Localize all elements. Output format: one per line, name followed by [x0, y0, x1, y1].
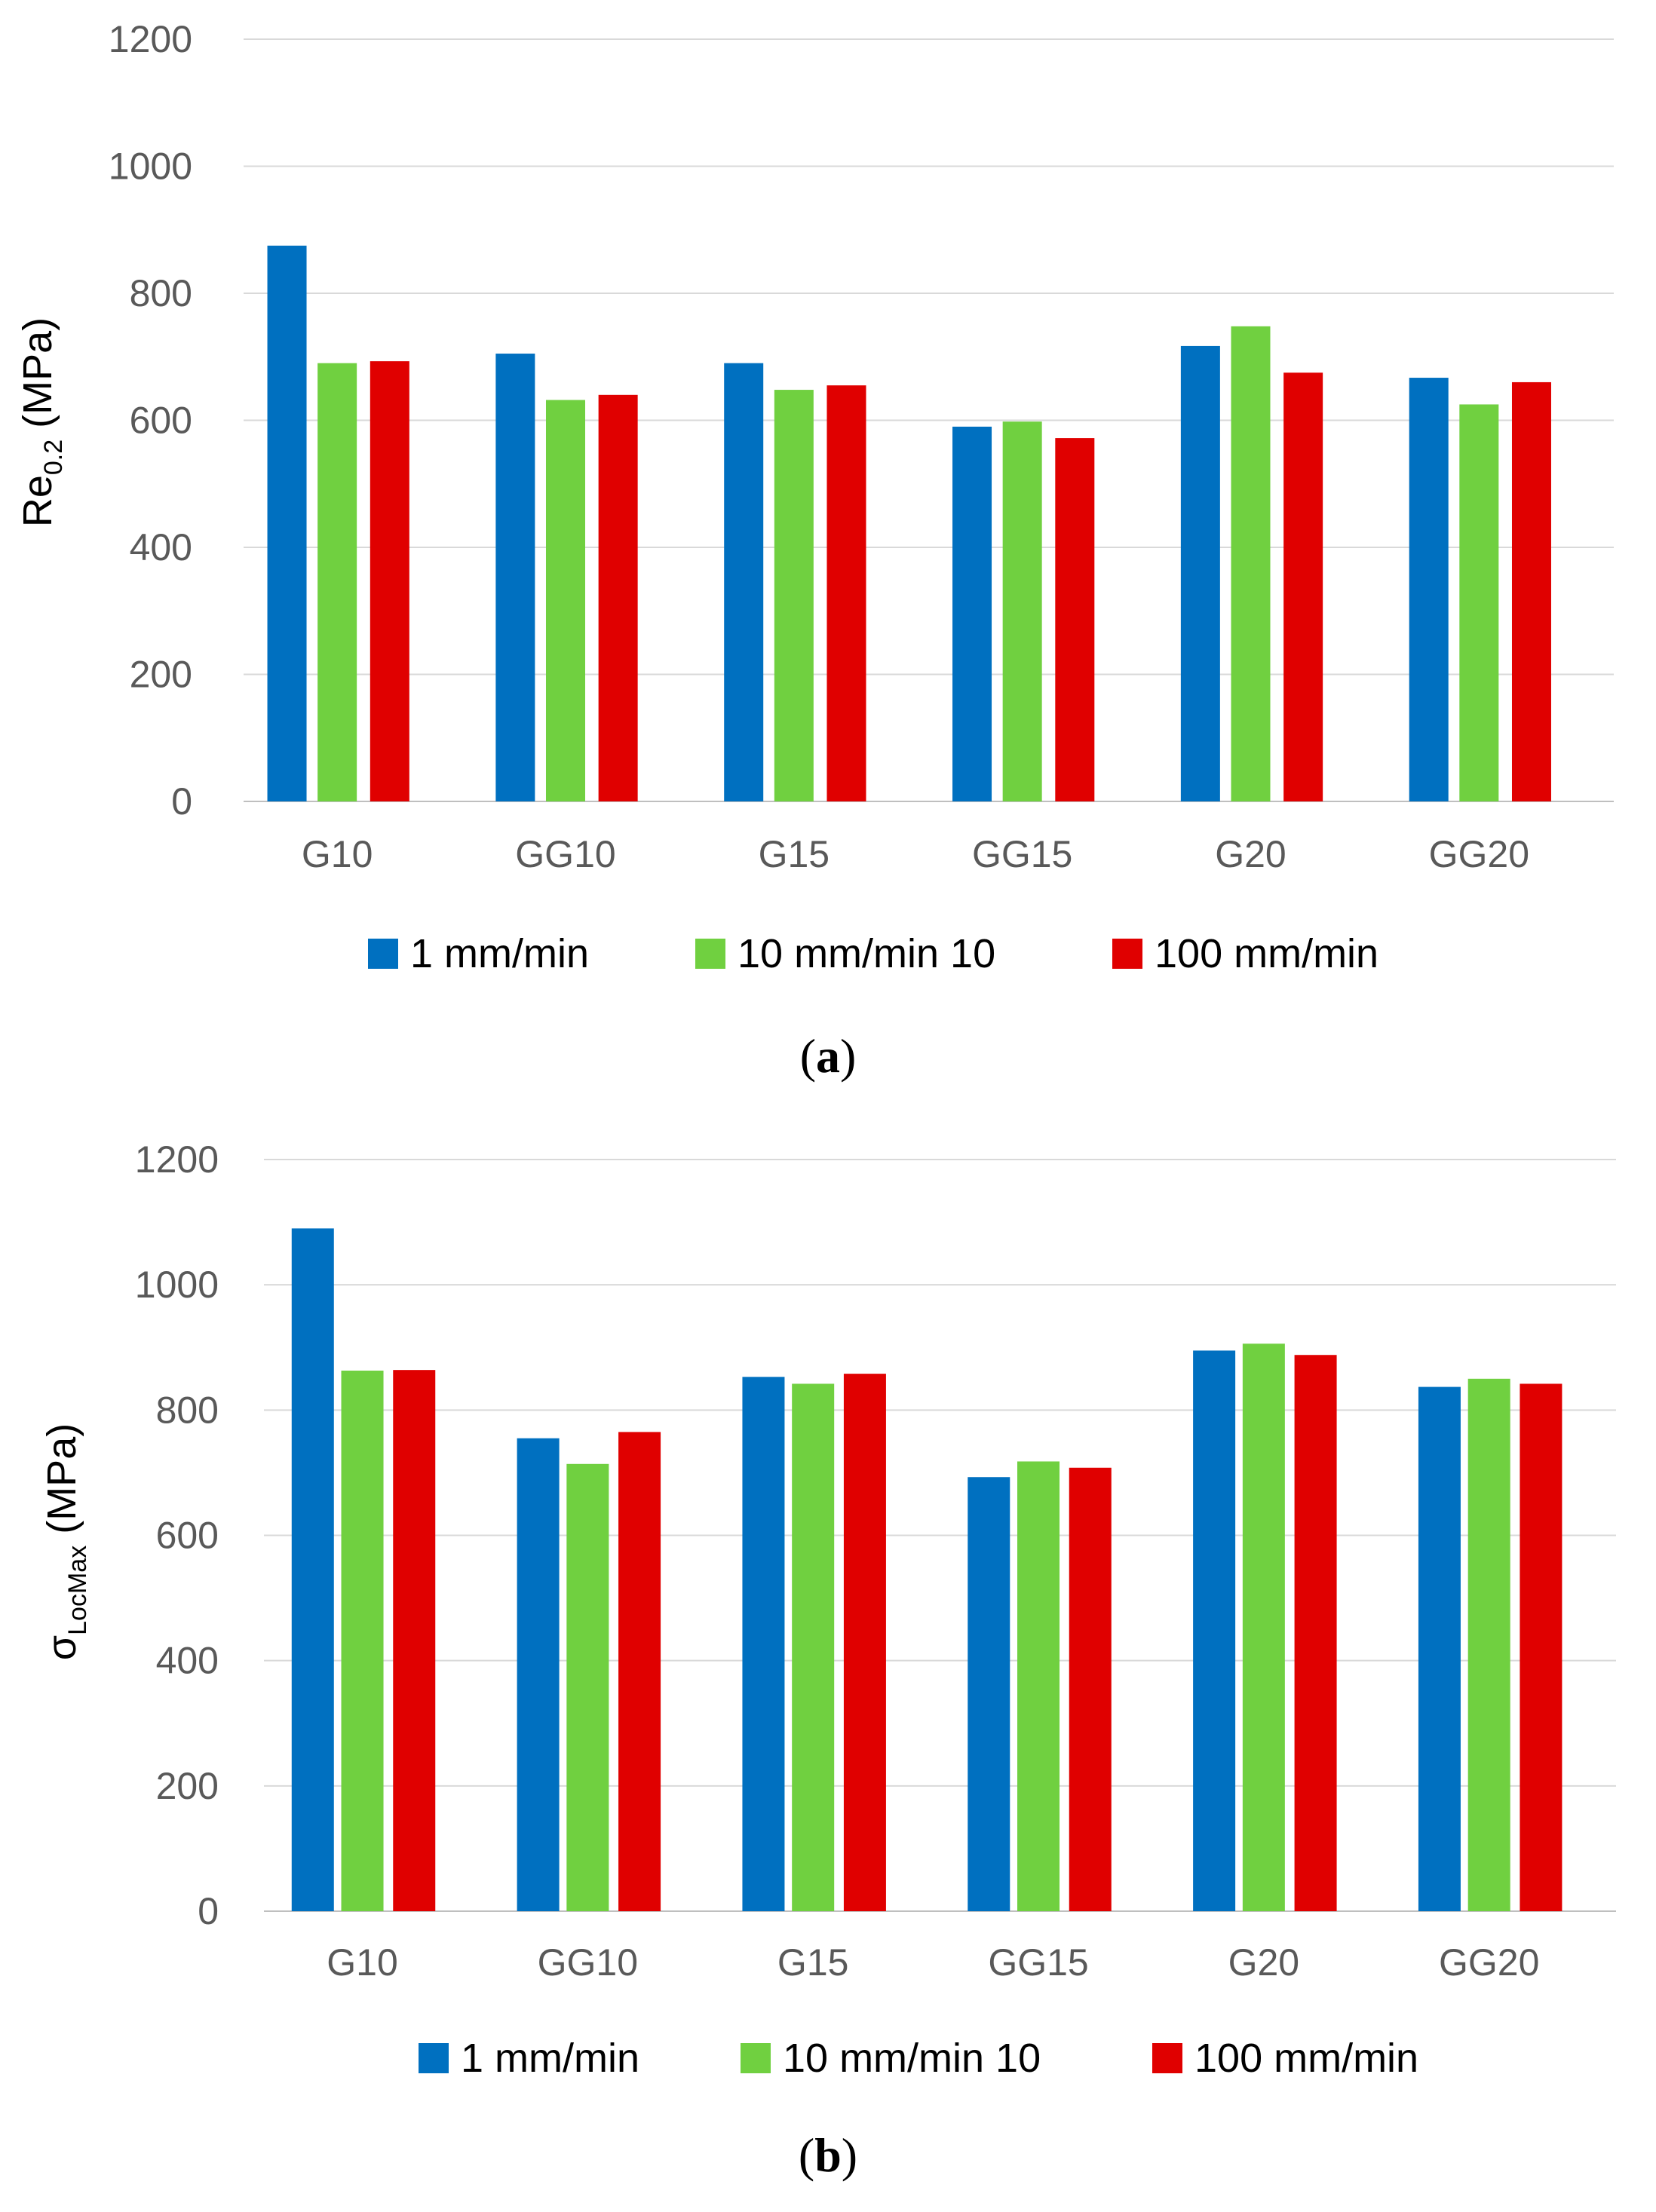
legend-label-series-2: 10 mm/min 10 [738, 931, 995, 976]
bar-g15-series-3 [843, 1374, 886, 1911]
y-tick-label: 0 [171, 780, 192, 823]
bar-g10-series-1 [291, 1228, 334, 1911]
panel-label: (a) [800, 1029, 857, 1083]
chart-panel-b: 0 200 400 600 800 1000 1200 G10 GG10 G15 GG15 G20 GG… [39, 1138, 1616, 2182]
bar-gg20-series-3 [1511, 381, 1551, 801]
y-axis-title: σLocMax (MPa) [39, 1423, 92, 1660]
y-axis-title-subscript: 0.2 [39, 440, 68, 475]
bar-g15-series-1 [742, 1377, 785, 1911]
x-tick-label: GG10 [515, 833, 615, 875]
bar-g10-series-3 [370, 361, 409, 802]
bar-gg15-series-2 [1017, 1461, 1060, 1911]
legend-label-series-3: 100 mm/min [1194, 2036, 1418, 2081]
bar-g15-series-2 [774, 390, 814, 801]
y-tick-label: 200 [156, 1765, 219, 1807]
panel-label-close: ) [840, 1029, 856, 1083]
chart-panel-a: 0 200 400 600 800 1000 1200 G10 GG10 G15 GG15 G20 GG… [15, 18, 1614, 1083]
legend: 1 mm/min 10 mm/min 10 100 mm/min [368, 931, 1378, 976]
legend-swatch-series-3 [1112, 939, 1142, 969]
bar-gg10-series-2 [566, 1463, 609, 1911]
bar-gg20-series-2 [1459, 404, 1499, 801]
legend-swatch-series-3 [1152, 2043, 1182, 2073]
panel-label-open: ( [800, 1029, 816, 1083]
y-tick-label: 600 [130, 400, 192, 442]
bar-g10-series-2 [317, 363, 357, 801]
panel-label-close: ) [842, 2128, 857, 2182]
x-tick-label: G10 [327, 1941, 398, 1984]
bar-gg15-series-1 [968, 1477, 1010, 1911]
bar-g10-series-3 [393, 1370, 436, 1911]
bar-gg10-series-3 [598, 394, 638, 801]
bar-gg15-series-3 [1069, 1467, 1112, 1911]
panel-label-letter: a [816, 1029, 840, 1083]
y-axis-title-unit: (MPa) [15, 317, 60, 440]
y-tick-label: 800 [130, 272, 192, 314]
bar-gg20-series-1 [1418, 1386, 1461, 1911]
bar-g20-series-3 [1294, 1355, 1337, 1911]
x-tick-label: G20 [1215, 833, 1286, 875]
x-tick-label: G15 [777, 1941, 849, 1984]
bar-g15-series-1 [724, 363, 764, 801]
y-tick-label: 1000 [135, 1264, 219, 1306]
x-tick-label: GG20 [1429, 833, 1529, 875]
x-tick-label: G10 [302, 833, 373, 875]
y-axis-title-main: Re [15, 475, 60, 527]
legend-label-series-1: 1 mm/min [461, 2036, 639, 2081]
bar-gg15-series-1 [952, 426, 992, 801]
legend-swatch-series-2 [741, 2043, 771, 2073]
x-tick-label: G15 [759, 833, 830, 875]
legend-label-series-1: 1 mm/min [410, 931, 589, 976]
bar-g20-series-2 [1242, 1343, 1285, 1911]
y-axis-title: Re0.2 (MPa) [15, 317, 68, 527]
bar-g10-series-2 [341, 1370, 384, 1911]
y-tick-label: 400 [156, 1640, 219, 1682]
legend-label-series-3: 100 mm/min [1155, 931, 1378, 976]
bar-g20-series-1 [1193, 1350, 1236, 1911]
x-tick-label: G20 [1228, 1941, 1300, 1984]
legend-swatch-series-2 [695, 939, 725, 969]
bar-g20-series-2 [1231, 326, 1271, 801]
x-tick-label: GG15 [972, 833, 1072, 875]
bar-g15-series-3 [826, 385, 866, 802]
legend: 1 mm/min 10 mm/min 10 100 mm/min [419, 2036, 1418, 2081]
y-axis-title-main: σ [39, 1635, 84, 1660]
legend-swatch-series-1 [419, 2043, 449, 2073]
bar-gg20-series-3 [1520, 1383, 1562, 1911]
y-tick-label: 600 [156, 1515, 219, 1557]
x-tick-label: GG15 [988, 1941, 1088, 1984]
y-tick-label: 1000 [109, 146, 192, 188]
panel-label: (b) [799, 2128, 857, 2182]
y-axis-title-subscript: LocMax [63, 1546, 92, 1635]
y-tick-label: 0 [198, 1890, 219, 1932]
bar-gg10-series-1 [517, 1438, 560, 1911]
bar-g20-series-3 [1283, 372, 1323, 801]
legend-label-series-2: 10 mm/min 10 [783, 2036, 1041, 2081]
bar-gg20-series-2 [1467, 1378, 1510, 1911]
x-tick-label: GG20 [1439, 1941, 1539, 1984]
y-tick-label: 800 [156, 1389, 219, 1431]
bar-gg10-series-1 [495, 354, 535, 802]
bar-g15-series-2 [792, 1383, 835, 1911]
y-tick-label: 1200 [135, 1138, 219, 1181]
bar-gg20-series-1 [1409, 378, 1449, 801]
y-tick-label: 1200 [109, 18, 192, 60]
bar-gg15-series-3 [1055, 438, 1095, 801]
bar-gg10-series-3 [618, 1432, 661, 1911]
bar-g20-series-1 [1180, 345, 1220, 801]
legend-swatch-series-1 [368, 939, 398, 969]
y-tick-label: 400 [130, 526, 192, 568]
y-axis-title-unit: (MPa) [39, 1423, 84, 1546]
panel-label-open: ( [799, 2128, 814, 2182]
panel-label-letter: b [814, 2128, 842, 2182]
x-tick-label: GG10 [538, 1941, 638, 1984]
bar-g10-series-1 [267, 245, 307, 801]
y-tick-label: 200 [130, 654, 192, 696]
bar-gg15-series-2 [1002, 421, 1042, 801]
bar-gg10-series-2 [545, 400, 585, 801]
